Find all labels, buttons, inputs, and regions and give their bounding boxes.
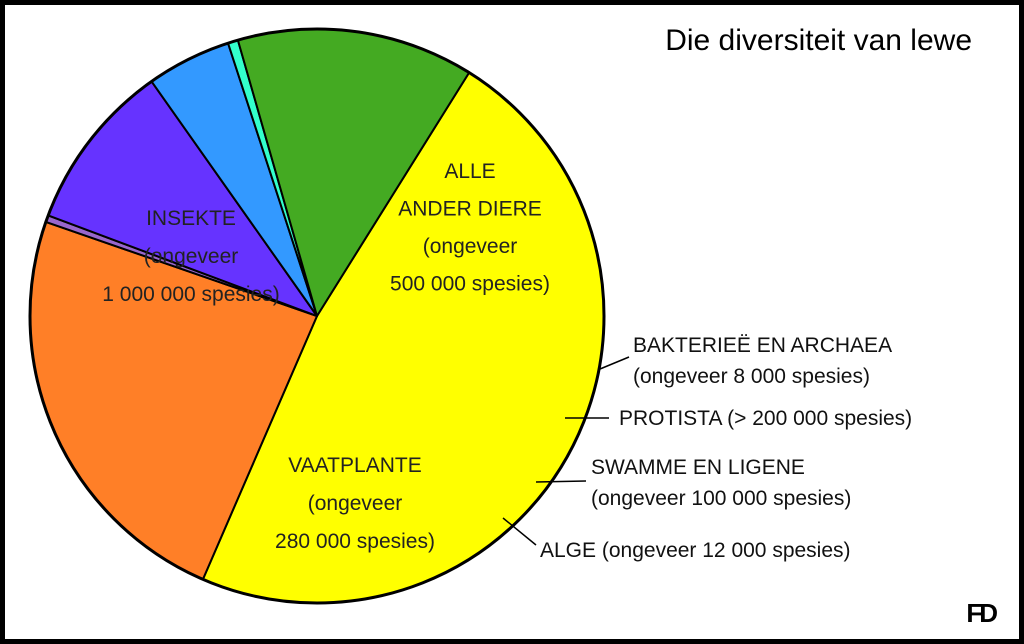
leader-line-swamme xyxy=(535,480,587,483)
slice-label-swamme-line-2: (ongeveer 100 000 spesies) xyxy=(591,487,851,510)
slice-label-protista-line-1: PROTISTA (> 200 000 spesies) xyxy=(619,407,912,430)
slice-label-bakteriee-line-2: (ongeveer 8 000 spesies) xyxy=(633,365,870,388)
slice-label-alge-line-1: ALGE (ongeveer 12 000 spesies) xyxy=(540,539,851,562)
slice-label-bakteriee-line-1: BAKTERIEË EN ARCHAEA xyxy=(633,334,892,357)
chart-title: Die diversiteit van lewe xyxy=(665,24,972,57)
leader-line-alge xyxy=(502,517,537,546)
slice-label-swamme-line-1: SWAMME EN LIGENE xyxy=(591,456,805,479)
slice-label-ander-diere-line-2: ANDER DIERE xyxy=(398,198,542,221)
slice-label-ander-diere-line-3: (ongeveer xyxy=(423,235,518,258)
pie-outline xyxy=(28,27,606,605)
slice-label-insekte-line-3: 1 000 000 spesies) xyxy=(102,283,279,306)
slice-label-vaatplante-line-3: 280 000 spesies) xyxy=(275,530,435,553)
slice-label-insekte-line-2: (ongeveer xyxy=(144,245,239,268)
leader-line-bakteriee xyxy=(599,356,630,370)
slice-label-ander-diere-line-1: ALLE xyxy=(444,160,495,183)
slice-label-insekte-line-1: INSEKTE xyxy=(146,207,236,230)
slice-label-vaatplante-line-2: (ongeveer xyxy=(308,492,403,515)
slice-label-ander-diere-line-4: 500 000 spesies) xyxy=(390,273,550,296)
author-signature: FD xyxy=(966,598,997,628)
slice-label-vaatplante-line-1: VAATPLANTE xyxy=(288,454,421,477)
